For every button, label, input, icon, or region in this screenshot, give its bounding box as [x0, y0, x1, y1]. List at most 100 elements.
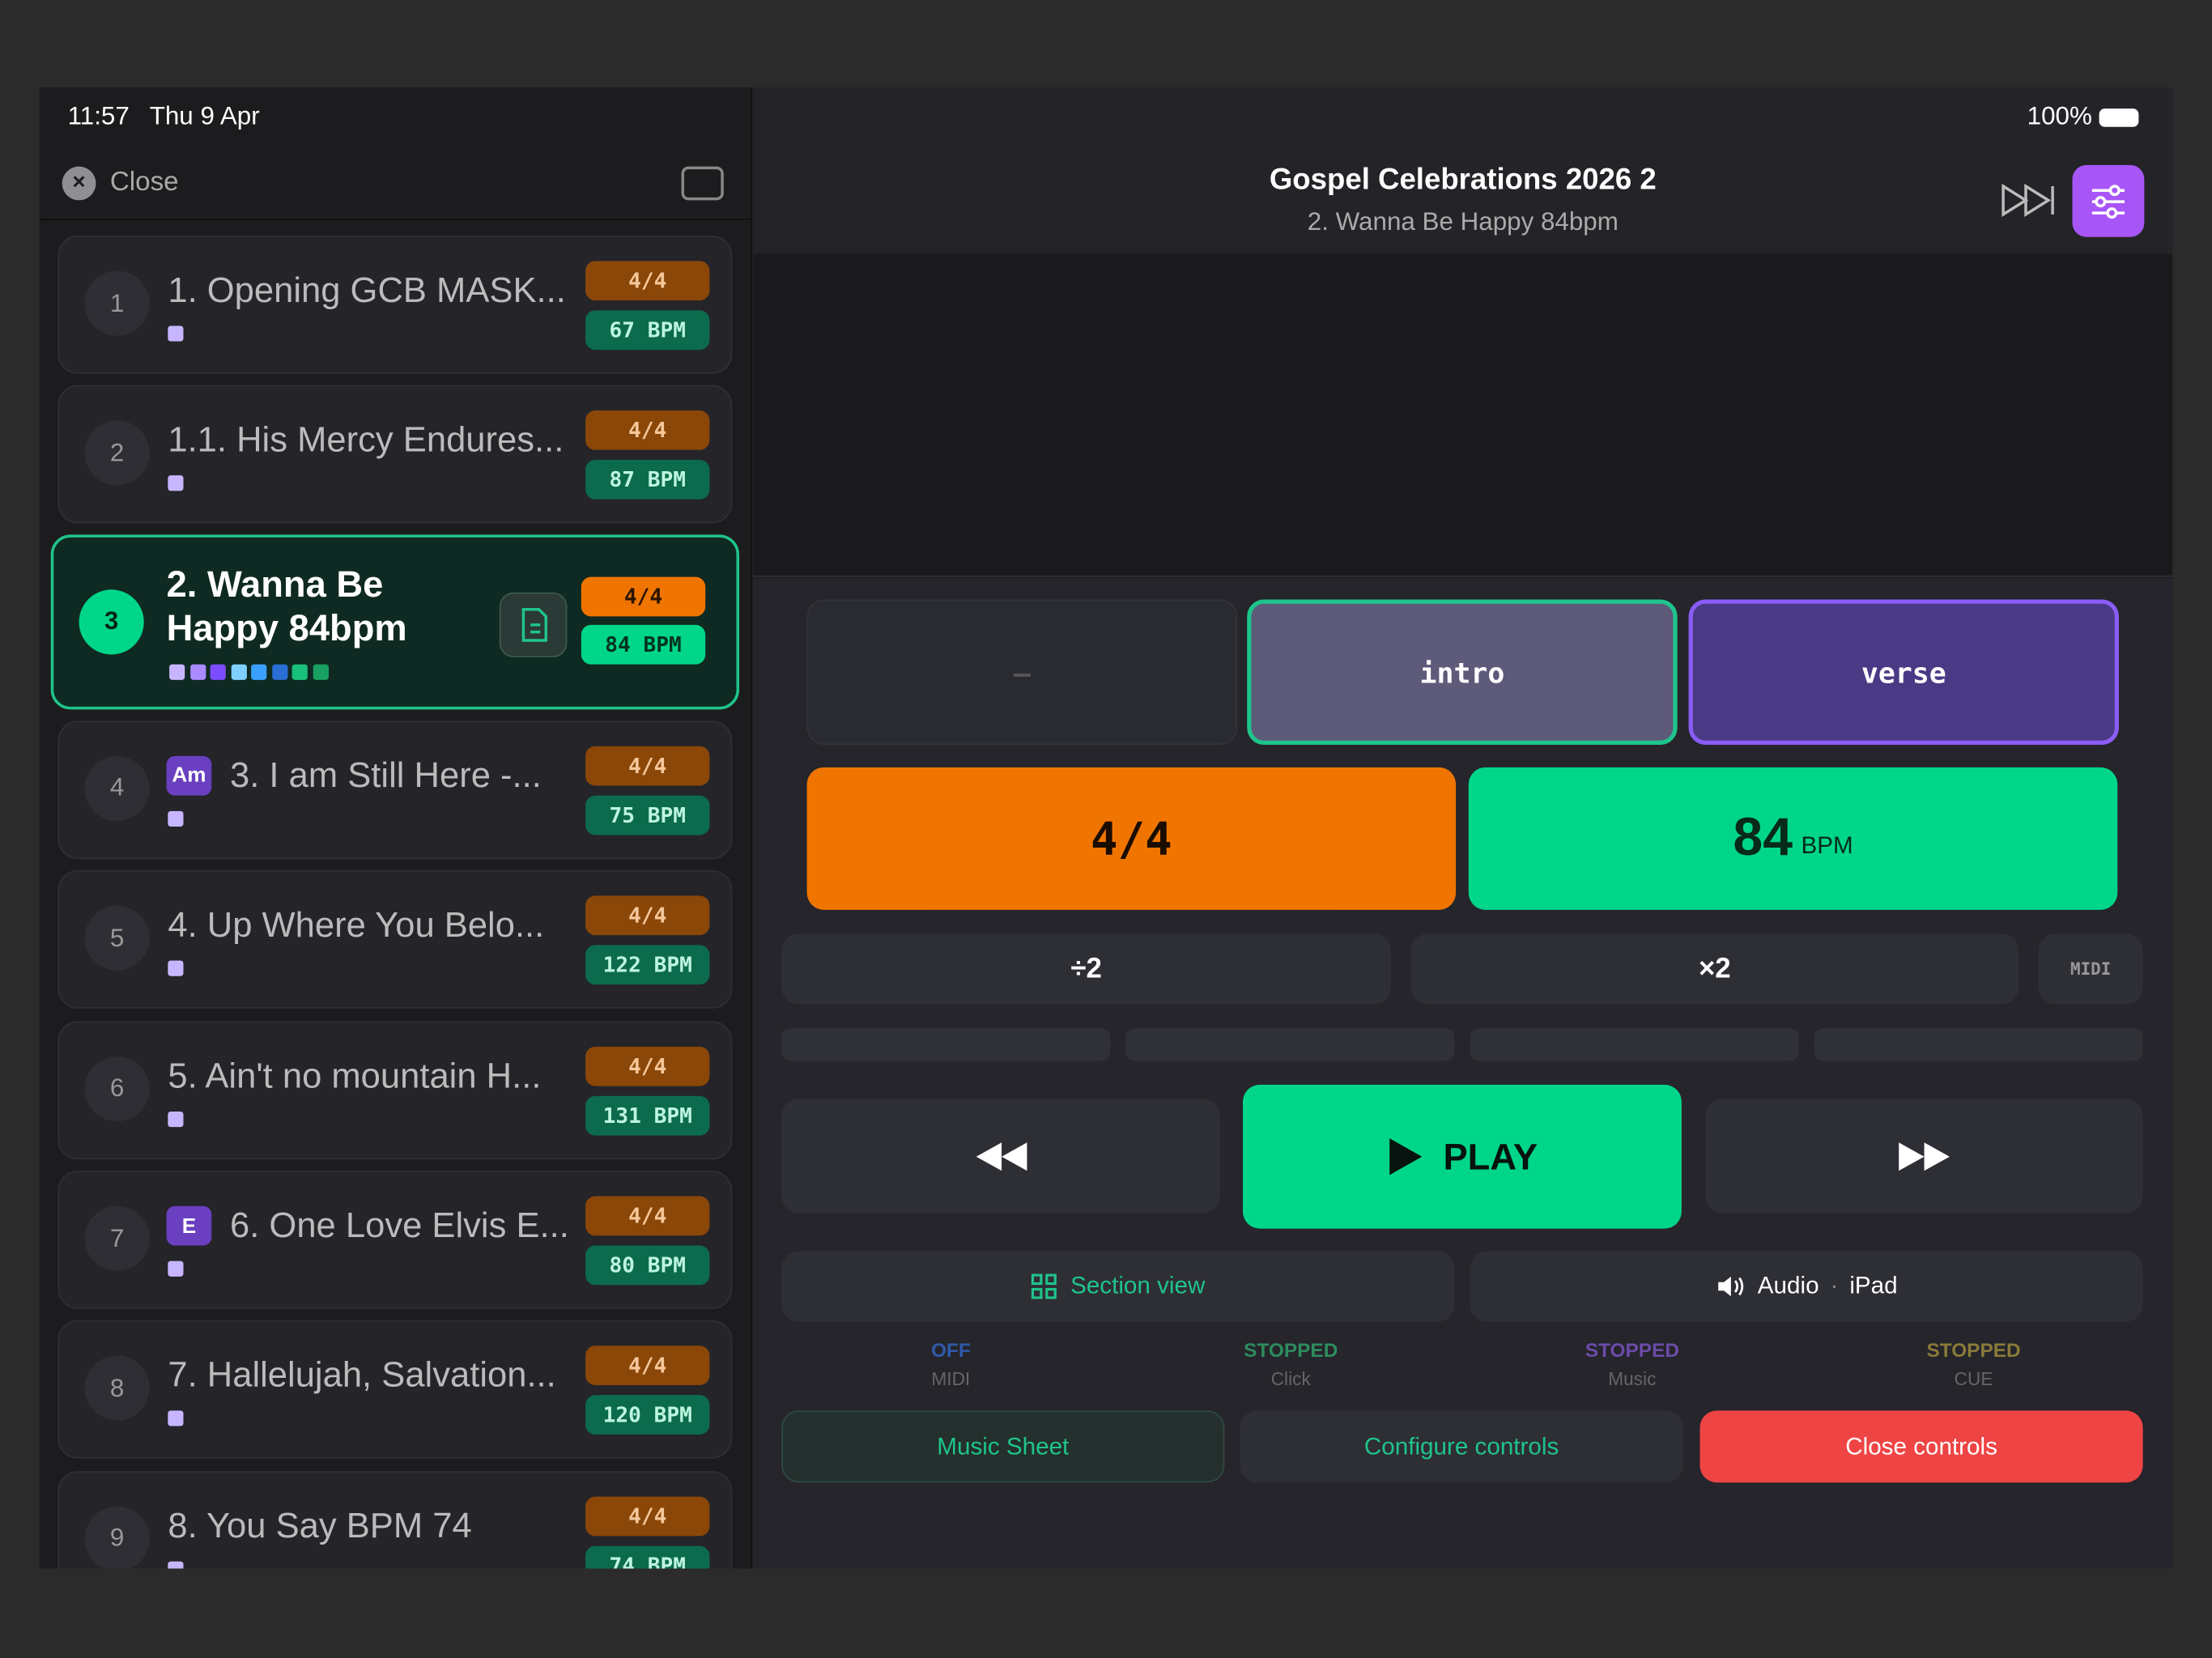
time-signature-badge: 4/4 [585, 1346, 710, 1386]
song-card[interactable]: 6 5. Ain't no mountain H... 4/4 131 BPM [57, 1020, 733, 1159]
progress-segment [1125, 1028, 1455, 1061]
play-label: PLAY [1443, 1134, 1538, 1177]
song-number: 6 [84, 1056, 150, 1121]
time-signature-badge: 4/4 [585, 1196, 710, 1236]
battery-text: 100% [2027, 101, 2092, 130]
tempo-display[interactable]: 84 BPM [1468, 767, 2118, 910]
action-button[interactable]: Close controls [1699, 1410, 2143, 1483]
section-button[interactable]: – [806, 599, 1238, 745]
progress-segment [781, 1028, 1111, 1061]
tempo-badge: 80 BPM [585, 1245, 710, 1286]
status-state: STOPPED [1244, 1338, 1338, 1362]
header: Gospel Celebrations 2026 2 2. Wanna Be H… [753, 87, 2173, 254]
section-dot [168, 1111, 184, 1127]
song-title: 3. I am Still Here -... [230, 755, 542, 796]
play-button[interactable]: PLAY [1243, 1084, 1682, 1229]
time-signature-badge: 4/4 [585, 895, 710, 936]
tempo-badge: 67 BPM [585, 310, 710, 351]
song-title: 1. Opening GCB MASK... [168, 270, 566, 311]
tempo-badge: 131 BPM [585, 1095, 710, 1135]
song-number: 9 [84, 1506, 150, 1569]
key-badge: E [166, 1205, 212, 1246]
section-dot [168, 960, 184, 977]
song-title: 8. You Say BPM 74 [168, 1506, 472, 1546]
song-card[interactable]: 4 Am 3. I am Still Here -... 4/4 75 BPM [57, 720, 733, 859]
status-time: 11:57 [67, 101, 130, 130]
time-signature-badge: 4/4 [585, 746, 710, 786]
key-badge: Am [166, 755, 212, 796]
sidebar-toggle[interactable] [681, 166, 724, 201]
song-card[interactable]: 1 1. Opening GCB MASK... 4/4 67 BPM [57, 235, 733, 374]
song-card[interactable]: 3 2. Wanna Be Happy 84bpm 4/4 84 BPM [50, 534, 739, 710]
section-dot [251, 664, 267, 680]
song-card[interactable]: 8 7. Hallelujah, Salvation... 4/4 120 BPM [57, 1320, 733, 1460]
separator: · [1830, 1272, 1839, 1299]
section-dot [312, 664, 329, 680]
double-button[interactable]: ×2 [1410, 933, 2019, 1005]
section-button[interactable]: verse [1688, 599, 2120, 745]
header-title: Gospel Celebrations 2026 2 [1269, 164, 1657, 197]
time-signature-display[interactable]: 4/4 [806, 767, 1457, 910]
tempo-badge: 120 BPM [585, 1395, 710, 1435]
skip-icon[interactable] [2001, 183, 2057, 218]
section-dot [168, 810, 184, 827]
tempo-unit: BPM [1801, 831, 1853, 859]
close-icon[interactable]: × [62, 166, 96, 201]
sheet-button[interactable] [499, 592, 568, 657]
tempo-badge: 84 BPM [581, 624, 706, 665]
time-signature-badge: 4/4 [581, 576, 706, 617]
song-number: 3 [79, 589, 144, 655]
time-signature-badge: 4/4 [585, 1496, 710, 1537]
section-dot [168, 475, 184, 492]
rewind-button[interactable] [781, 1099, 1221, 1214]
action-button[interactable]: Configure controls [1240, 1410, 1683, 1483]
song-title: 2. Wanna Be Happy 84bpm [166, 562, 407, 649]
forward-button[interactable] [1705, 1099, 2143, 1214]
section-dot [189, 664, 206, 680]
status-state: STOPPED [1585, 1338, 1679, 1362]
time-signature-badge: 4/4 [585, 261, 710, 301]
section-view-button[interactable]: Section view [781, 1251, 1455, 1322]
section-dot [271, 664, 287, 680]
section-button[interactable]: intro [1247, 599, 1678, 745]
action-button[interactable]: Music Sheet [781, 1410, 1225, 1483]
time-signature-badge: 4/4 [585, 410, 710, 451]
song-title: 6. One Love Elvis E... [230, 1205, 569, 1246]
tempo-badge: 74 BPM [585, 1545, 710, 1569]
close-button[interactable]: Close [109, 168, 179, 198]
section-dot [291, 664, 308, 680]
status-label: Music [1608, 1368, 1657, 1390]
section-dot [230, 664, 247, 680]
time-signature-badge: 4/4 [585, 1046, 710, 1086]
status-label: CUE [1954, 1368, 1993, 1390]
section-dot [169, 664, 185, 680]
tempo-badge: 122 BPM [585, 945, 710, 985]
device-label: iPad [1849, 1272, 1898, 1299]
audio-button[interactable]: Audio · iPad [1470, 1251, 2143, 1322]
status-label: MIDI [931, 1368, 971, 1390]
song-number: 5 [84, 905, 150, 971]
midi-button[interactable]: MIDI [2038, 933, 2143, 1005]
progress-segment [1814, 1028, 2143, 1061]
song-card[interactable]: 5 4. Up Where You Belo... 4/4 122 BPM [57, 870, 733, 1010]
section-dot [210, 664, 226, 680]
song-card[interactable]: 7 E 6. One Love Elvis E... 4/4 80 BPM [57, 1171, 733, 1309]
song-number: 1 [84, 270, 150, 336]
settings-button[interactable] [2072, 164, 2145, 237]
song-card[interactable]: 9 8. You Say BPM 74 4/4 74 BPM [57, 1470, 733, 1569]
song-title: 1.1. His Mercy Endures... [168, 420, 564, 461]
halve-button[interactable]: ÷2 [781, 933, 1391, 1005]
song-title: 4. Up Where You Belo... [168, 905, 545, 946]
status-state: STOPPED [1926, 1338, 2021, 1362]
audio-label: Audio [1757, 1272, 1819, 1299]
song-card[interactable]: 2 1.1. His Mercy Endures... 4/4 87 BPM [57, 385, 733, 525]
screen: 11:57 Thu 9 Apr × Close 1 1. Opening GCB … [39, 87, 2173, 1569]
header-subtitle: 2. Wanna Be Happy 84bpm [1307, 207, 1619, 236]
song-number: 2 [84, 420, 150, 487]
tempo-value: 84 [1733, 808, 1793, 868]
song-number: 4 [84, 755, 150, 821]
battery: 100% [2027, 101, 2139, 131]
song-number: 7 [84, 1205, 150, 1271]
song-number: 8 [84, 1356, 150, 1422]
